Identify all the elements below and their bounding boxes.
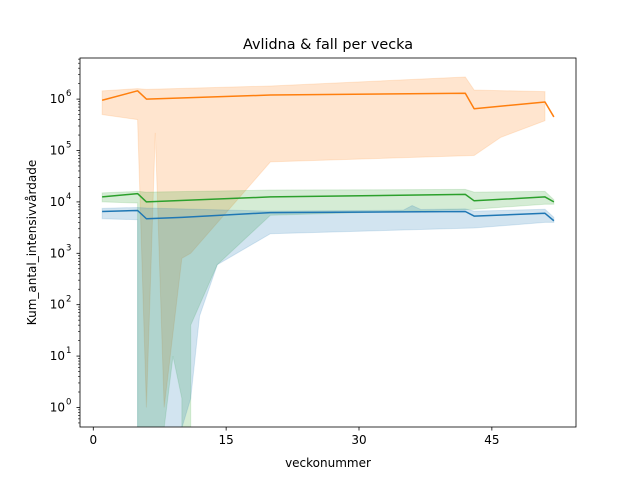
y-tick-label: 10 [50, 298, 65, 312]
y-tick-exponent: 2 [66, 295, 71, 305]
x-tick-label: 45 [484, 433, 499, 447]
x-axis-label: veckonummer [285, 456, 371, 470]
y-axis-label: Kum_antal_intensivvårdade [25, 160, 39, 325]
confidence-bands [101, 76, 555, 427]
x-axis-ticks: 0 15 30 45 [89, 427, 499, 447]
plot-frame [79, 57, 577, 428]
y-tick-base: 10 [50, 92, 65, 106]
y-tick-exponent: 5 [66, 141, 71, 151]
series-line-1 [101, 90, 555, 118]
y-tick-exponent: 1 [66, 346, 71, 356]
series-band-3 [101, 204, 555, 427]
y-tick-label: 10 [50, 195, 65, 209]
y-tick-base: 10 [50, 298, 65, 312]
series-band-2 [101, 188, 555, 427]
y-tick-label: 10 [50, 246, 65, 260]
y-tick-base: 10 [50, 400, 65, 414]
y-tick-label: 10 [50, 400, 65, 414]
y-tick-base: 10 [50, 144, 65, 158]
y-tick-label: 10 [50, 349, 65, 363]
y-tick-label: 10 [50, 144, 65, 158]
y-tick-base: 10 [50, 349, 65, 363]
y-tick-exponent: 4 [66, 192, 71, 202]
y-tick-exponent: 6 [66, 89, 71, 99]
x-tick-label: 0 [89, 433, 97, 447]
y-tick-label: 10 [50, 92, 65, 106]
chart-title: Avlidna & fall per vecka [243, 37, 413, 53]
x-tick-label: 15 [219, 433, 234, 447]
series-band-1 [101, 76, 546, 408]
series-line-3 [102, 209, 555, 222]
x-tick-label: 30 [351, 433, 366, 447]
series-lines [101, 90, 555, 222]
y-tick-exponent: 3 [66, 243, 71, 253]
y-tick-exponent: 0 [66, 397, 71, 407]
y-tick-base: 10 [50, 195, 65, 209]
y-tick-base: 10 [50, 246, 65, 260]
series-line-2 [102, 192, 555, 203]
